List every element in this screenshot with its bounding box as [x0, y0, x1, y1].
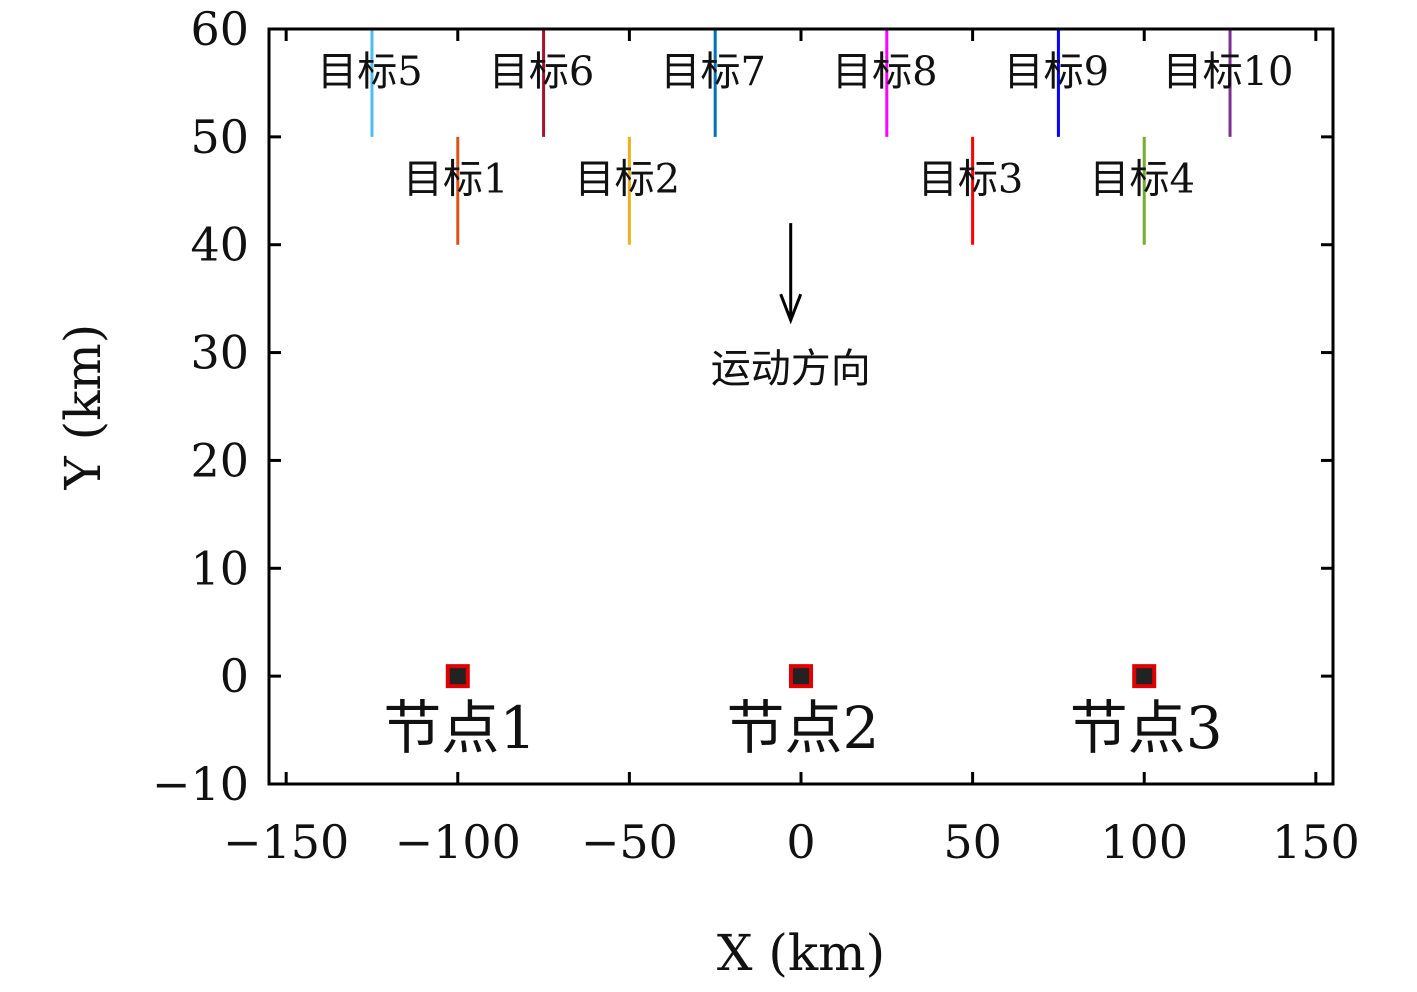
target-label: 目标3: [918, 157, 1023, 203]
node-marker: [445, 664, 470, 689]
node-marker: [1132, 664, 1157, 689]
target-label: 目标5: [317, 49, 422, 95]
target-label: 目标8: [832, 49, 937, 95]
y-tick-label: 10: [190, 541, 249, 595]
y-tick-label: 40: [190, 218, 249, 272]
x-tick-label: −150: [223, 815, 349, 869]
y-tick-label: 60: [190, 2, 249, 56]
y-tick-label: −10: [152, 757, 249, 811]
x-tick-label: 100: [1100, 815, 1188, 869]
node-label: 节点3: [1070, 694, 1223, 762]
node-label: 节点1: [383, 694, 536, 762]
node-marker: [789, 664, 813, 689]
target-label: 目标2: [575, 157, 680, 203]
x-tick-label: 0: [786, 815, 815, 869]
direction-arrow-head: [779, 293, 803, 325]
annotation: 运动方向: [711, 223, 871, 392]
y-axis-label: Y (km): [54, 324, 112, 491]
y-tick-label: 30: [190, 326, 249, 380]
target-label: 目标10: [1163, 49, 1294, 95]
plot-frame: [267, 27, 1335, 786]
y-tick-label: 0: [220, 649, 249, 703]
direction-label: 运动方向: [711, 346, 871, 392]
x-axis-label: X (km): [717, 924, 885, 982]
y-tick-label: 20: [190, 433, 249, 487]
target-label: 目标1: [403, 157, 508, 203]
node-label: 节点2: [727, 694, 880, 762]
x-tick-label: 50: [943, 815, 1002, 869]
target-label: 目标4: [1089, 157, 1194, 203]
y-tick-label: 50: [190, 110, 249, 164]
target-label: 目标7: [660, 49, 765, 95]
x-tick-label: 150: [1272, 815, 1360, 869]
targets: 目标1 目标2 目标3 目标4 目标5 目标6 目标7 目标8 目标9 目标10: [317, 29, 1293, 245]
nodes: 节点1 节点2 节点3: [383, 664, 1223, 762]
target-label: 目标6: [489, 49, 594, 95]
x-tick-label: −50: [581, 815, 678, 869]
target-label: 目标9: [1004, 49, 1109, 95]
x-tick-label: −100: [395, 815, 521, 869]
